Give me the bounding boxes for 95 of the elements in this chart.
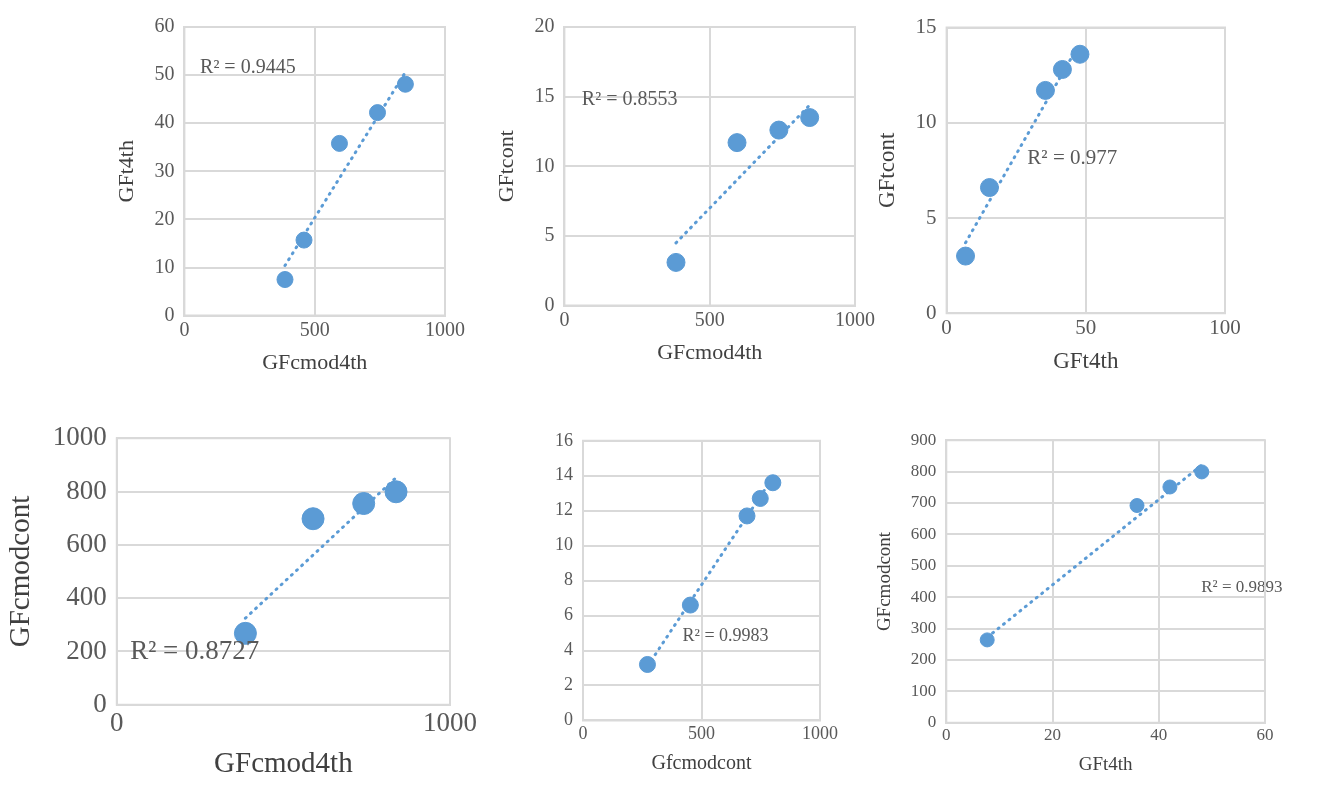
y-tick-label: 6 xyxy=(564,604,573,625)
x-tick-label: 40 xyxy=(1150,725,1168,745)
y-tick-label: 8 xyxy=(564,569,573,590)
y-tick-label: 15 xyxy=(534,83,555,106)
y-tick-label: 50 xyxy=(154,62,175,85)
x-tick-label: 60 xyxy=(1256,725,1274,745)
point xyxy=(1194,464,1210,480)
point xyxy=(276,271,294,289)
x-axis-title: GFcmod4th xyxy=(262,348,368,374)
y-tick-label: 10 xyxy=(154,254,175,277)
point xyxy=(738,507,756,525)
y-tick-label: 800 xyxy=(66,474,107,505)
y-tick-label: 10 xyxy=(915,109,937,134)
annotation: R² = 0.977 xyxy=(1027,145,1118,170)
x-tick-label: 0 xyxy=(179,317,190,340)
y-tick-label: 15 xyxy=(915,14,937,39)
x-axis-title: GFcmod4th xyxy=(657,338,763,364)
y-tick-label: 12 xyxy=(555,499,573,520)
point xyxy=(1162,479,1178,495)
x-axis-title: GFcmod4th xyxy=(214,746,354,779)
y-axis-title: GFtcont xyxy=(873,132,899,209)
point xyxy=(295,231,313,249)
y-tick-label: 30 xyxy=(154,158,175,181)
annotation: R² = 0.8553 xyxy=(581,86,678,109)
point xyxy=(369,104,387,122)
point xyxy=(330,134,348,152)
x-tick-label: 50 xyxy=(1075,315,1097,340)
point xyxy=(396,75,414,93)
x-tick-label: 1000 xyxy=(423,707,477,738)
y-tick-label: 20 xyxy=(154,206,175,229)
point xyxy=(979,178,999,198)
y-tick-label: 10 xyxy=(555,534,573,555)
point xyxy=(1035,80,1055,100)
y-axis-title: GFcmodcont xyxy=(873,531,895,632)
y-tick-label: 40 xyxy=(154,110,175,133)
y-tick-label: 5 xyxy=(926,204,937,229)
point xyxy=(800,108,820,128)
y-tick-label: 600 xyxy=(66,527,107,558)
point xyxy=(979,632,995,648)
y-axis-title: GFcmodcont xyxy=(3,495,36,648)
y-tick-label: 900 xyxy=(910,429,937,449)
y-tick-label: 20 xyxy=(534,14,555,37)
point xyxy=(769,120,789,140)
x-axis-title: GFt4th xyxy=(1053,348,1119,374)
point xyxy=(384,480,408,504)
y-tick-label: 0 xyxy=(93,687,107,718)
y-tick-label: 700 xyxy=(910,492,937,512)
annotation: R² = 0.8727 xyxy=(130,634,260,665)
point xyxy=(1070,44,1090,64)
x-tick-label: 1000 xyxy=(835,307,875,330)
point xyxy=(666,252,686,272)
x-axis-title: Gfcmodcont xyxy=(651,751,752,774)
y-tick-label: 10 xyxy=(534,153,555,176)
point xyxy=(1129,498,1145,514)
x-tick-label: 0 xyxy=(578,722,588,743)
y-tick-label: 2 xyxy=(564,674,573,695)
y-tick-label: 800 xyxy=(910,461,937,481)
y-tick-label: 4 xyxy=(564,639,573,660)
x-tick-label: 0 xyxy=(942,725,951,745)
y-tick-label: 0 xyxy=(544,292,555,315)
y-tick-label: 16 xyxy=(555,429,573,450)
y-tick-label: 600 xyxy=(910,523,937,543)
y-tick-label: 400 xyxy=(66,581,107,612)
y-tick-label: 60 xyxy=(154,14,175,37)
x-tick-label: 500 xyxy=(299,317,330,340)
x-tick-label: 20 xyxy=(1044,725,1062,745)
x-tick-label: 1000 xyxy=(425,317,465,340)
point xyxy=(751,489,769,507)
point xyxy=(638,655,656,673)
annotation: R² = 0.9983 xyxy=(682,625,769,646)
y-tick-label: 14 xyxy=(555,464,573,485)
point xyxy=(352,492,376,516)
x-tick-label: 500 xyxy=(694,307,725,330)
y-tick-label: 400 xyxy=(910,586,937,606)
annotation: R² = 0.9893 xyxy=(1201,576,1283,596)
point xyxy=(764,474,782,492)
annotation: R² = 0.9445 xyxy=(200,54,296,77)
point xyxy=(681,596,699,614)
y-axis-title: GFt4th xyxy=(112,140,138,203)
y-axis-title: GFtcont xyxy=(492,130,518,203)
point xyxy=(1052,59,1072,79)
x-axis-title: GFt4th xyxy=(1078,752,1134,774)
point xyxy=(727,133,747,153)
x-tick-label: 1000 xyxy=(802,722,838,743)
x-tick-label: 500 xyxy=(688,722,715,743)
y-tick-label: 300 xyxy=(910,618,937,638)
y-tick-label: 100 xyxy=(910,680,937,700)
y-tick-label: 1000 xyxy=(52,421,107,452)
y-tick-label: 500 xyxy=(910,555,937,575)
point xyxy=(301,507,325,531)
x-tick-label: 100 xyxy=(1209,315,1241,340)
point xyxy=(956,246,976,266)
y-tick-label: 200 xyxy=(66,634,107,665)
y-tick-label: 200 xyxy=(910,649,937,669)
y-tick-label: 5 xyxy=(544,223,555,246)
